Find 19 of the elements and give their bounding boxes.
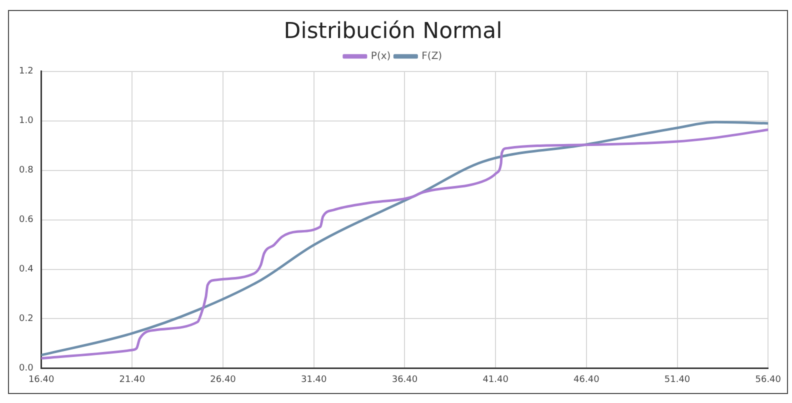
legend-label: P(x) bbox=[370, 50, 391, 62]
chart-title: Distribución Normal bbox=[284, 18, 502, 44]
x-tick-label: 26.40 bbox=[210, 374, 236, 385]
x-tick-label: 56.40 bbox=[755, 374, 782, 385]
x-tick-label: 31.40 bbox=[300, 374, 328, 385]
y-tick-label: 1.2 bbox=[18, 66, 34, 77]
legend-label: F(Z) bbox=[422, 50, 442, 62]
x-tick-label: 46.40 bbox=[574, 374, 600, 385]
y-tick-label: 0.0 bbox=[18, 364, 34, 374]
x-tick-label: 21.40 bbox=[119, 374, 146, 385]
x-tick-label: 36.40 bbox=[392, 374, 418, 385]
y-tick-label: 0.6 bbox=[18, 215, 34, 226]
y-tick-label: 1.0 bbox=[18, 116, 34, 126]
x-tick-label: 16.40 bbox=[28, 374, 54, 385]
y-tick-label: 0.4 bbox=[18, 264, 34, 275]
x-tick-label: 51.40 bbox=[664, 374, 690, 385]
y-tick-label: 0.2 bbox=[18, 314, 34, 324]
y-tick-label: 0.8 bbox=[18, 166, 34, 176]
x-tick-label: 41.40 bbox=[482, 374, 509, 385]
